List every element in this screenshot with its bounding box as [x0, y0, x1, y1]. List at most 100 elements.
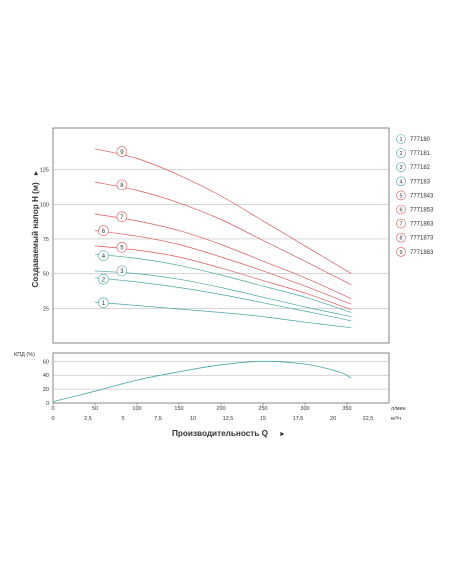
legend-marker-label: 9: [399, 250, 402, 256]
legend-marker-label: 2: [399, 151, 402, 157]
x-tick-label-m3h: 2,5: [84, 416, 92, 422]
legend-entry: 7771883: [410, 250, 434, 256]
head-y-axis-arrow: ►: [33, 170, 40, 177]
x-tick-label-lmin: 300: [300, 406, 309, 412]
efficiency-chart-grid: [53, 361, 389, 390]
x-tick-label-lmin: 100: [132, 406, 141, 412]
head-curve-6: [94, 230, 352, 305]
legend-marker: [396, 247, 406, 257]
efficiency-y-ticks: 0 20 40 60: [43, 359, 49, 407]
curve-marker-circle: [98, 250, 109, 261]
head-chart-grid: [53, 169, 389, 309]
legend-marker-label: 3: [399, 165, 402, 171]
x-tick-label-m3h: 12,5: [223, 416, 234, 422]
x-tick-label-m3h: 20: [330, 416, 336, 422]
x-axis-arrow: ►: [279, 431, 286, 438]
curve-marker-label: 9: [120, 150, 124, 156]
curve-marker-circle: [116, 265, 128, 277]
head-y-tick-label: 25: [43, 306, 49, 312]
x-tick-label-lmin: 150: [174, 406, 183, 412]
x-tick-label-m3h: 5: [121, 416, 124, 422]
legend-marker: [396, 190, 406, 201]
x-tick-label-m3h: 22,5: [363, 416, 374, 422]
curve-marker-label: 1: [102, 301, 106, 307]
head-curve-7: [94, 213, 352, 299]
efficiency-curves: [52, 360, 352, 402]
head-curve-8: [94, 181, 352, 286]
legend-marker-label: 4: [399, 179, 402, 185]
legend-marker: [396, 162, 406, 172]
x-tick-label-m3h: 15: [260, 416, 266, 422]
x-tick-label-m3h: 10: [190, 416, 196, 422]
curve-marker-circle: [98, 273, 109, 285]
curve-marker-label: 7: [120, 215, 124, 221]
efficiency-chart-frame: [52, 352, 390, 404]
legend-marker-label: 1: [399, 137, 402, 143]
x-tick-label-m3h: 0: [51, 416, 54, 422]
efficiency-y-tick-label: 20: [43, 387, 49, 393]
efficiency-y-tick-label: 60: [43, 359, 49, 365]
efficiency-y-tick-label: 40: [43, 373, 49, 379]
head-curve-markers: 1 2 3 4 5 6 7 8 9: [98, 146, 128, 309]
legend-entry: 777180: [410, 137, 431, 143]
legend-marker-label: 5: [399, 193, 402, 199]
legend-entry: 7771843: [410, 193, 434, 199]
legend-entry: 777181: [410, 151, 431, 157]
curve-marker-label: 6: [102, 229, 106, 235]
curve-marker-circle: [116, 146, 128, 157]
efficiency-curve: [52, 360, 352, 402]
curve-marker-circle: [98, 225, 109, 236]
head-y-tick-label: 100: [40, 202, 49, 208]
head-curve-5: [94, 245, 352, 311]
curve-marker-circle: [116, 179, 128, 191]
legend-marker-label: 8: [399, 236, 402, 242]
head-curve-1: [94, 301, 352, 329]
legend-marker: [396, 148, 406, 158]
efficiency-y-axis-label: КПД (%): [14, 352, 35, 358]
legend-marker: [396, 218, 406, 229]
head-y-tick-label: 75: [43, 237, 49, 243]
head-curve-3: [94, 270, 352, 317]
head-curve-9: [94, 148, 352, 274]
curve-marker-circle: [116, 241, 128, 253]
legend-marker-label: 6: [399, 208, 402, 214]
head-y-axis-label: Создаваемый напор H (м): [31, 182, 40, 288]
x-axis-m3h-ticks: 0 2,5 5 7,5 10 12,5 15 17,5 20 22,5: [51, 416, 373, 422]
legend-marker: [396, 134, 406, 144]
x-tick-label-lmin: 250: [258, 406, 267, 412]
legend-entry: 7771853: [410, 208, 434, 214]
legend-marker: [396, 232, 406, 243]
x-axis-lmin-ticks: 0 50 100 150 200 250 300 350: [51, 403, 352, 412]
legend-marker-label: 7: [399, 222, 402, 228]
head-y-tick-label: 50: [43, 272, 49, 278]
x-tick-label-lmin: 0: [51, 406, 54, 412]
head-chart-frame: [52, 127, 390, 344]
curve-marker-circle: [98, 297, 109, 309]
head-y-tick-label: 125: [40, 168, 49, 174]
legend-entry: 777183: [410, 179, 431, 185]
legend-marker: [396, 204, 406, 215]
x-tick-label-lmin: 350: [342, 406, 351, 412]
legend-entry: 7771863: [410, 222, 434, 228]
legend-entry: 7771873: [410, 236, 434, 242]
x-tick-label-m3h: 7,5: [154, 416, 162, 422]
head-curve-2: [94, 277, 352, 322]
legend-marker: [396, 176, 406, 187]
head-y-ticks: 25 50 75 100 125: [40, 168, 49, 313]
x-tick-label-m3h: 17,5: [293, 416, 304, 422]
x-tick-label-lmin: 50: [92, 406, 98, 412]
curve-marker-circle: [116, 211, 128, 223]
curve-marker-label: 8: [120, 183, 124, 189]
legend-entry: 777182: [410, 165, 431, 171]
x-tick-label-lmin: 200: [216, 406, 225, 412]
curve-marker-label: 3: [120, 269, 124, 275]
x-axis-lmin-unit: л/мин: [391, 406, 406, 412]
x-axis-m3h-unit: м³/ч: [391, 416, 401, 422]
head-curve-4: [94, 253, 352, 313]
curve-marker-label: 5: [120, 245, 124, 251]
curve-marker-label: 2: [102, 277, 106, 283]
curve-marker-label: 4: [102, 254, 106, 260]
efficiency-y-tick-label: 0: [46, 401, 49, 407]
